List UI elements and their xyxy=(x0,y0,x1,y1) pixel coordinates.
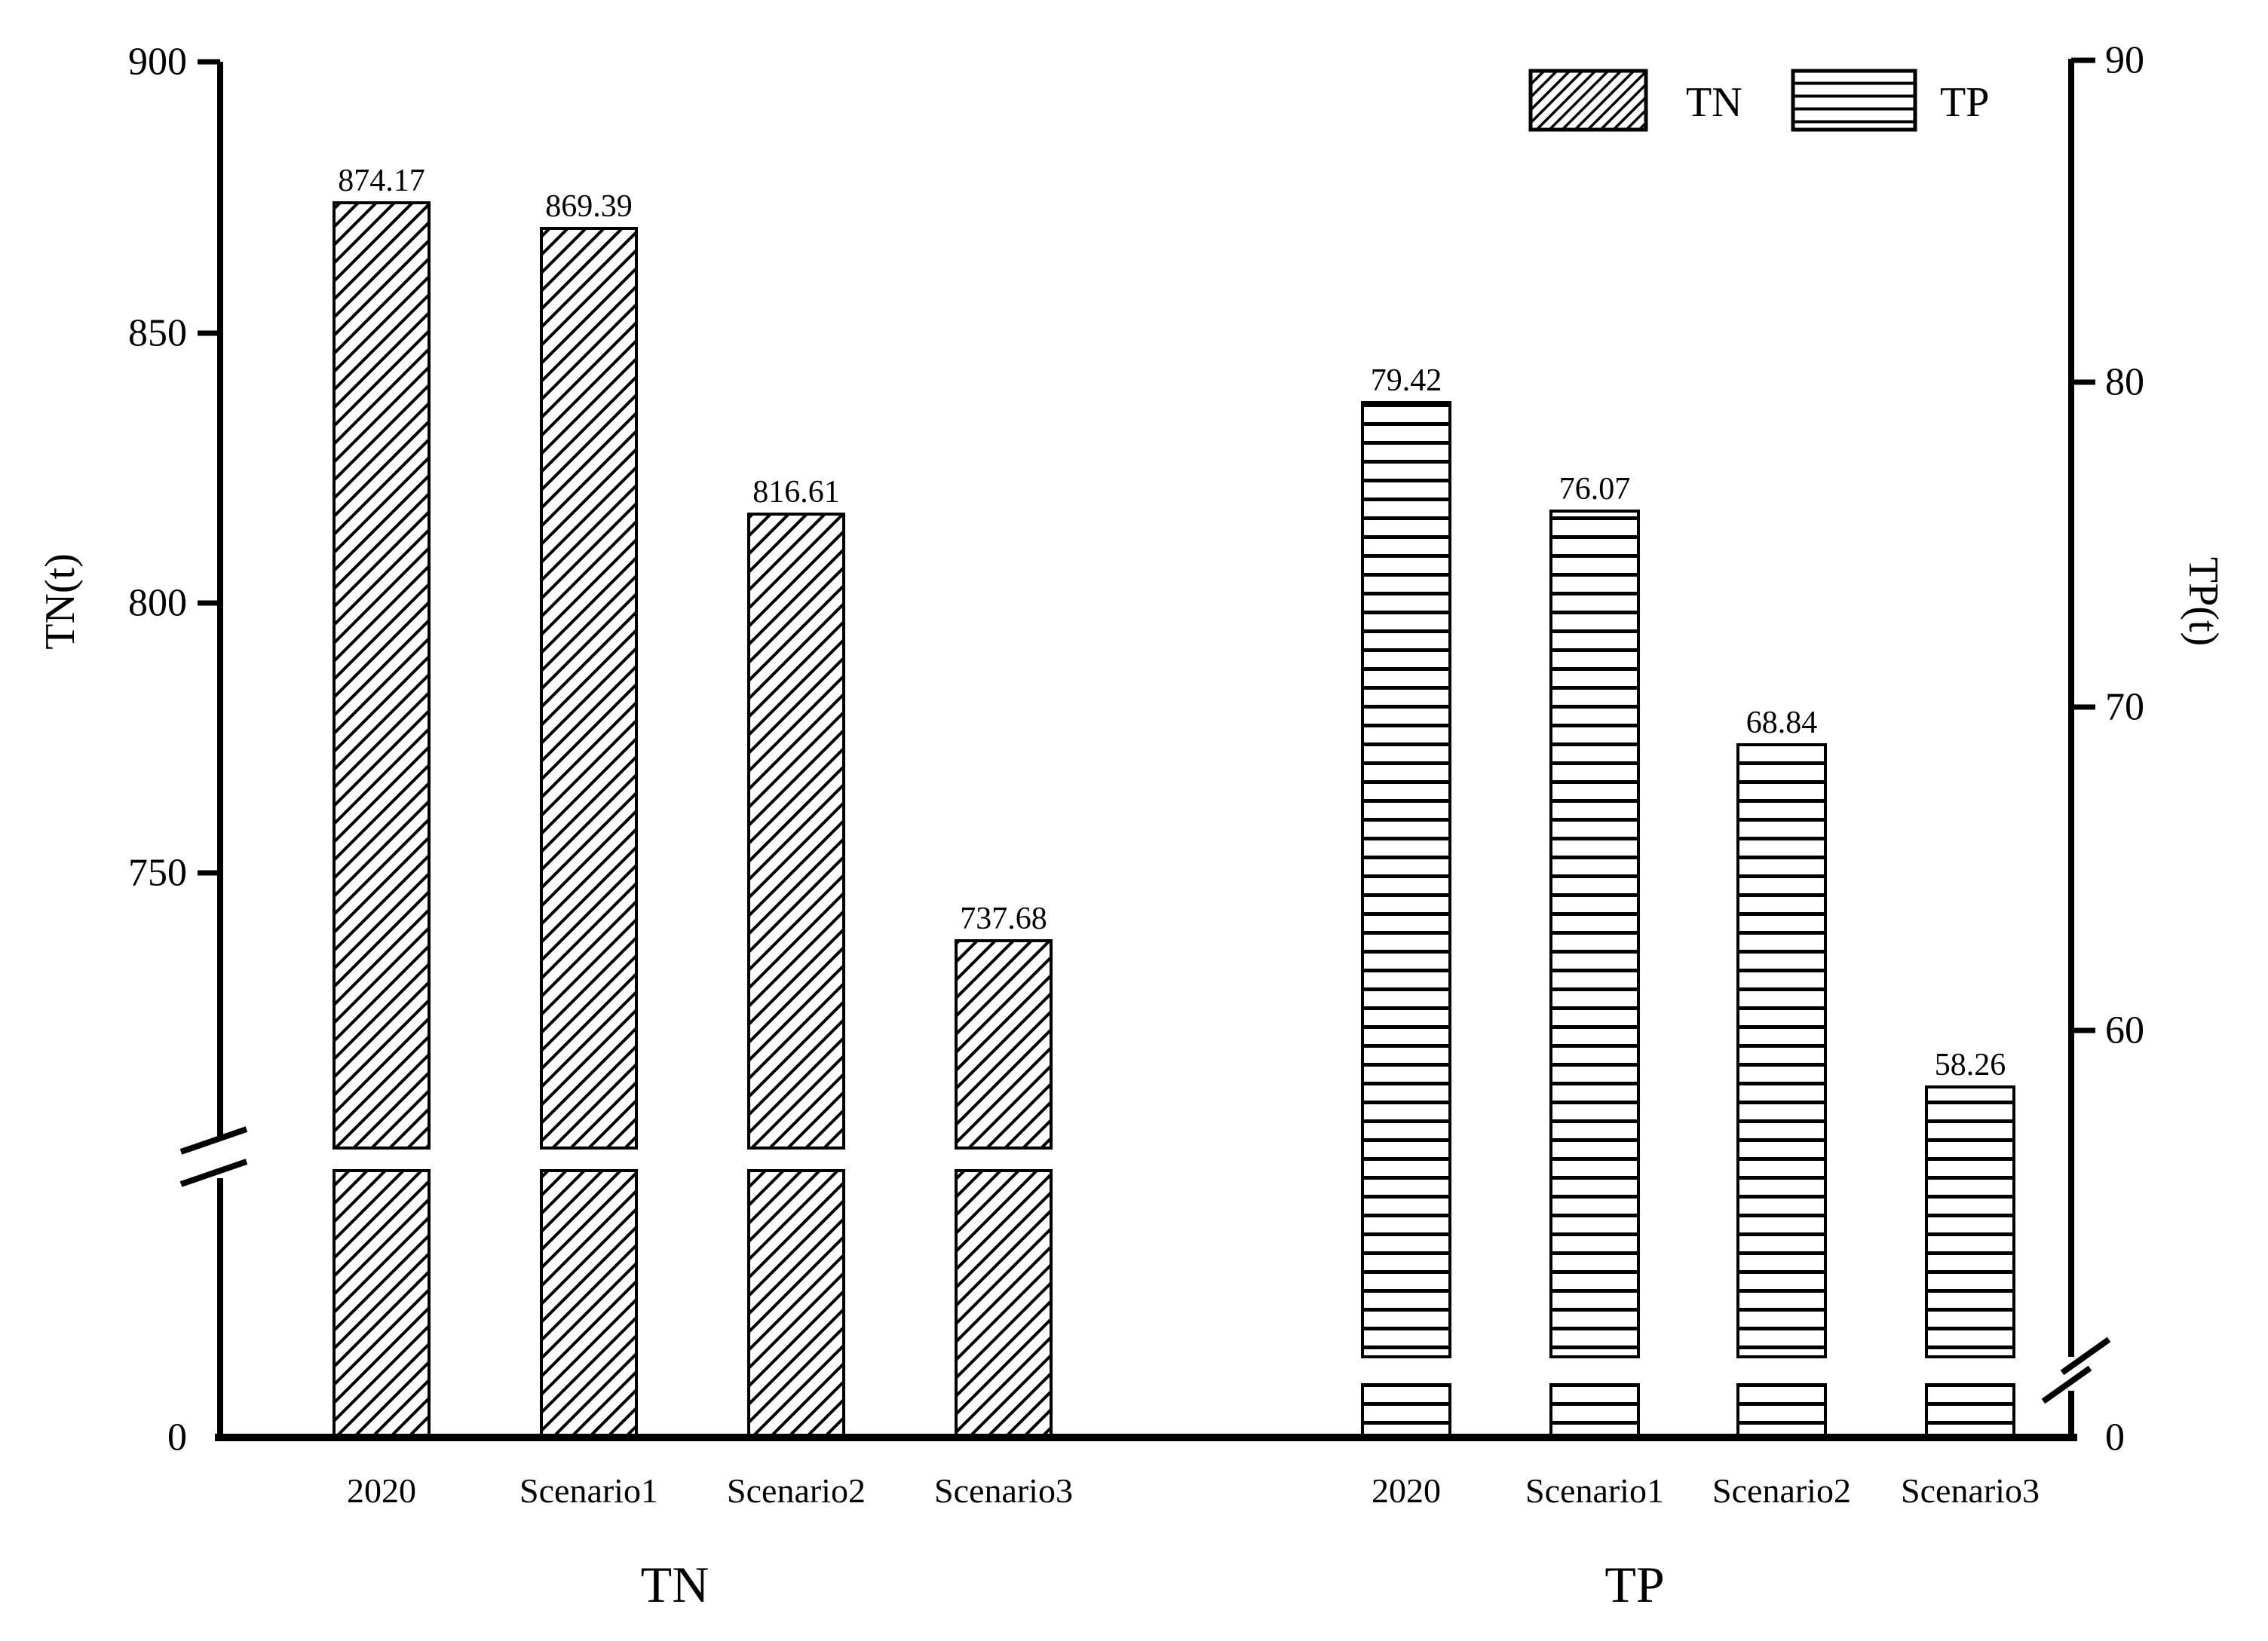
tp-bars-group: 79.42 76.07 68.84 58.26 xyxy=(1361,363,2015,1439)
tn-bar-scenario1 xyxy=(540,227,638,1150)
tn-bars-group: 874.17 869.39 816.61 737.68 xyxy=(333,164,1053,1439)
tp-group-label: TP xyxy=(1604,1556,1664,1613)
left-tick-label-0: 0 xyxy=(167,1416,187,1459)
right-tick-label-60: 60 xyxy=(2105,1009,2144,1052)
tn-value-label-scenario3: 737.68 xyxy=(960,902,1047,936)
left-tick-label-900: 900 xyxy=(128,41,187,84)
tn-value-label-scenario2: 816.61 xyxy=(752,475,840,510)
right-tick-label-0: 0 xyxy=(2105,1416,2125,1459)
tp-bar-2020 xyxy=(1361,401,1451,1358)
right-tick-label-70: 70 xyxy=(2105,686,2144,729)
tp-bar-scenario2-below-break xyxy=(1736,1383,1827,1439)
left-axis: 900 850 800 750 0 TN(t) xyxy=(37,41,248,1459)
tp-value-label-2020: 79.42 xyxy=(1371,363,1442,398)
left-tick-label-750: 750 xyxy=(128,852,187,895)
legend-tp-swatch-icon xyxy=(1791,69,1917,132)
tn-bar-scenario3-below-break xyxy=(955,1169,1053,1439)
tp-bar-scenario3 xyxy=(1925,1085,2015,1358)
tn-cat-label-scenario3: Scenario3 xyxy=(934,1471,1073,1510)
tn-bar-2020 xyxy=(333,201,431,1150)
right-axis-title: TP(t) xyxy=(2180,557,2227,646)
tp-value-label-scenario2: 68.84 xyxy=(1746,706,1818,740)
tp-value-label-scenario1: 76.07 xyxy=(1559,472,1631,507)
tp-value-label-scenario3: 58.26 xyxy=(1935,1048,2006,1082)
x-axis: 2020 Scenario1 Scenario2 Scenario3 2020 … xyxy=(215,1434,2077,1613)
legend-tp-label: TP xyxy=(1940,79,1989,126)
tn-cat-label-scenario1: Scenario1 xyxy=(519,1471,658,1510)
legend: TN TP xyxy=(1528,69,1989,132)
left-tick-label-850: 850 xyxy=(128,312,187,355)
tp-cat-label-scenario2: Scenario2 xyxy=(1712,1471,1851,1510)
left-axis-break-icon xyxy=(179,1159,248,1187)
left-axis-break-icon xyxy=(179,1126,248,1155)
tp-bar-scenario2 xyxy=(1736,743,1827,1358)
tn-value-label-2020: 874.17 xyxy=(338,164,425,198)
tn-cat-label-2020: 2020 xyxy=(347,1471,416,1510)
tp-bar-2020-below-break xyxy=(1361,1383,1451,1439)
tn-bar-scenario3 xyxy=(955,939,1053,1150)
tp-cat-label-scenario3: Scenario3 xyxy=(1901,1471,2040,1510)
tp-bar-scenario1 xyxy=(1549,510,1640,1358)
right-axis: 90 80 70 60 0 TP(t) xyxy=(2041,39,2227,1459)
right-axis-break-icon xyxy=(2041,1365,2092,1404)
tn-bar-scenario2-below-break xyxy=(747,1169,845,1439)
tn-bar-scenario1-below-break xyxy=(540,1169,638,1439)
legend-tn-swatch-icon xyxy=(1528,69,1648,132)
right-axis-break-icon xyxy=(2060,1336,2111,1376)
left-axis-title: TN(t) xyxy=(37,553,84,650)
tn-bar-scenario2 xyxy=(747,513,845,1150)
tp-bar-scenario1-below-break xyxy=(1549,1383,1640,1439)
tn-cat-label-scenario2: Scenario2 xyxy=(727,1471,866,1510)
tn-bar-2020-below-break xyxy=(333,1169,431,1439)
right-tick-label-80: 80 xyxy=(2105,361,2144,404)
tn-group-label: TN xyxy=(641,1556,710,1613)
tp-bar-scenario3-below-break xyxy=(1925,1383,2015,1439)
tn-value-label-scenario1: 869.39 xyxy=(545,189,633,224)
legend-tn-label: TN xyxy=(1686,79,1742,126)
tp-cat-label-2020: 2020 xyxy=(1372,1471,1441,1510)
tp-cat-label-scenario1: Scenario1 xyxy=(1525,1471,1664,1510)
right-tick-label-90: 90 xyxy=(2105,39,2144,82)
left-tick-label-800: 800 xyxy=(128,582,187,625)
